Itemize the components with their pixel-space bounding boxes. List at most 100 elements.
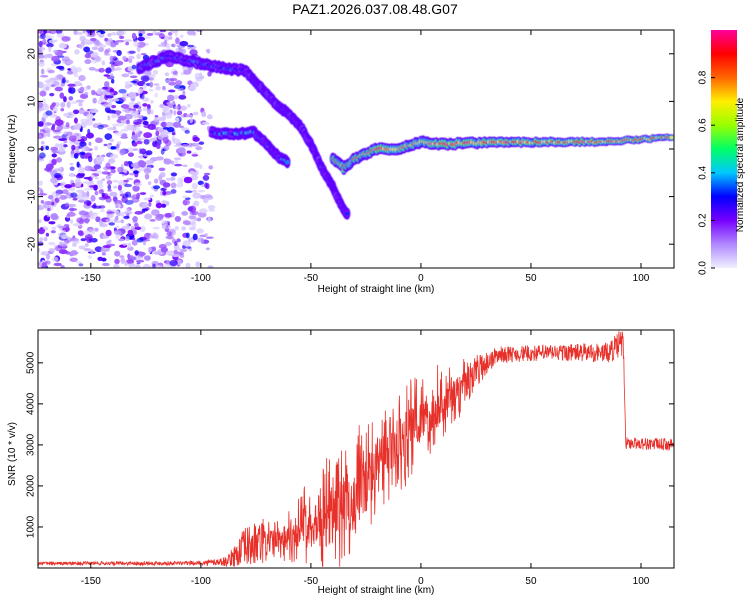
noise-speckle bbox=[183, 176, 193, 184]
noise-speckle bbox=[189, 49, 198, 56]
noise-speckle bbox=[97, 256, 103, 261]
noise-speckle bbox=[144, 173, 150, 180]
noise-speckle bbox=[148, 77, 155, 81]
noise-speckle bbox=[84, 165, 93, 172]
noise-speckle bbox=[144, 265, 153, 268]
noise-speckle bbox=[138, 33, 143, 37]
noise-speckle bbox=[179, 254, 185, 258]
noise-speckle bbox=[205, 247, 210, 251]
noise-speckle bbox=[128, 91, 137, 99]
noise-speckle bbox=[206, 114, 213, 120]
noise-speckle bbox=[41, 104, 50, 111]
noise-speckle bbox=[158, 167, 166, 172]
y-tick-label: 3000 bbox=[26, 433, 37, 456]
noise-speckle bbox=[152, 226, 160, 230]
noise-speckle bbox=[126, 119, 130, 125]
noise-speckle bbox=[204, 232, 209, 236]
noise-speckle bbox=[198, 208, 208, 214]
noise-speckle bbox=[42, 98, 46, 105]
y-tick-label: 5000 bbox=[26, 351, 37, 374]
noise-speckle bbox=[158, 174, 163, 182]
noise-speckle bbox=[131, 239, 138, 246]
noise-speckle bbox=[116, 49, 122, 57]
noise-speckle bbox=[39, 152, 46, 159]
noise-speckle bbox=[143, 138, 150, 145]
noise-speckle bbox=[69, 250, 78, 256]
noise-speckle bbox=[162, 85, 166, 91]
noise-speckle bbox=[42, 38, 47, 45]
noise-speckle bbox=[105, 67, 112, 74]
noise-speckle bbox=[83, 188, 92, 191]
noise-speckle bbox=[95, 137, 103, 144]
noise-speckle bbox=[84, 53, 91, 59]
x-tick-label: 50 bbox=[525, 273, 537, 284]
noise-speckle bbox=[189, 211, 196, 216]
noise-speckle bbox=[169, 77, 178, 82]
noise-speckle bbox=[68, 96, 74, 101]
noise-speckle bbox=[100, 209, 105, 213]
noise-speckle bbox=[111, 123, 119, 127]
noise-speckle bbox=[140, 75, 150, 82]
noise-speckle bbox=[38, 158, 45, 162]
snr-x-axis: -150 -100 -50 0 50 100 bbox=[81, 330, 650, 587]
noise-speckle bbox=[201, 111, 207, 118]
noise-speckle bbox=[80, 107, 84, 111]
noise-speckle bbox=[135, 264, 140, 268]
noise-speckle bbox=[181, 195, 189, 199]
noise-speckle bbox=[101, 252, 106, 256]
noise-speckle bbox=[94, 190, 99, 196]
noise-speckle bbox=[161, 203, 167, 208]
spectrogram-y-label: Frequency (Hz) bbox=[7, 115, 18, 184]
noise-speckle bbox=[185, 114, 193, 118]
noise-speckle bbox=[131, 134, 138, 141]
noise-speckle bbox=[124, 83, 131, 89]
noise-speckle bbox=[38, 247, 41, 253]
colorbar-tick-label: 0.0 bbox=[698, 261, 709, 275]
noise-speckle bbox=[117, 115, 127, 121]
noise-speckle bbox=[113, 185, 118, 189]
noise-speckle bbox=[125, 191, 132, 198]
noise-speckle bbox=[60, 234, 69, 240]
noise-speckle bbox=[64, 202, 70, 208]
noise-speckle bbox=[38, 227, 46, 235]
noise-speckle bbox=[53, 49, 58, 54]
noise-speckle bbox=[115, 225, 120, 229]
noise-speckle bbox=[145, 150, 153, 156]
noise-speckle bbox=[134, 114, 143, 118]
noise-speckle bbox=[47, 194, 54, 200]
noise-speckle bbox=[40, 251, 47, 255]
noise-speckle bbox=[40, 33, 46, 39]
noise-speckle bbox=[184, 129, 190, 134]
noise-speckle bbox=[143, 168, 152, 174]
noise-speckle bbox=[147, 123, 156, 131]
noise-speckle bbox=[87, 255, 92, 259]
noise-speckle bbox=[163, 35, 170, 42]
noise-speckle bbox=[48, 247, 57, 251]
noise-speckle bbox=[78, 167, 85, 172]
noise-speckle bbox=[96, 32, 101, 36]
noise-speckle bbox=[186, 30, 196, 36]
noise-speckle bbox=[191, 221, 197, 227]
noise-speckle bbox=[51, 153, 57, 158]
noise-speckle bbox=[142, 120, 149, 126]
noise-speckle bbox=[123, 183, 133, 188]
noise-speckle bbox=[174, 225, 180, 231]
snr-frame bbox=[37, 329, 675, 569]
noise-speckle bbox=[48, 241, 56, 246]
noise-speckle bbox=[72, 223, 81, 227]
noise-speckle bbox=[97, 124, 104, 130]
noise-speckle bbox=[164, 112, 173, 119]
noise-speckle bbox=[193, 162, 201, 169]
noise-speckle bbox=[191, 182, 198, 190]
noise-speckle bbox=[193, 200, 200, 207]
noise-speckle bbox=[167, 126, 175, 133]
noise-speckle bbox=[136, 237, 144, 243]
noise-speckle bbox=[129, 195, 136, 199]
noise-speckle bbox=[75, 31, 83, 36]
noise-speckle bbox=[112, 55, 117, 59]
noise-speckle bbox=[140, 52, 147, 56]
noise-speckle bbox=[141, 208, 146, 213]
noise-speckle bbox=[164, 241, 172, 246]
noise-speckle bbox=[80, 238, 87, 242]
noise-speckle bbox=[139, 148, 147, 155]
